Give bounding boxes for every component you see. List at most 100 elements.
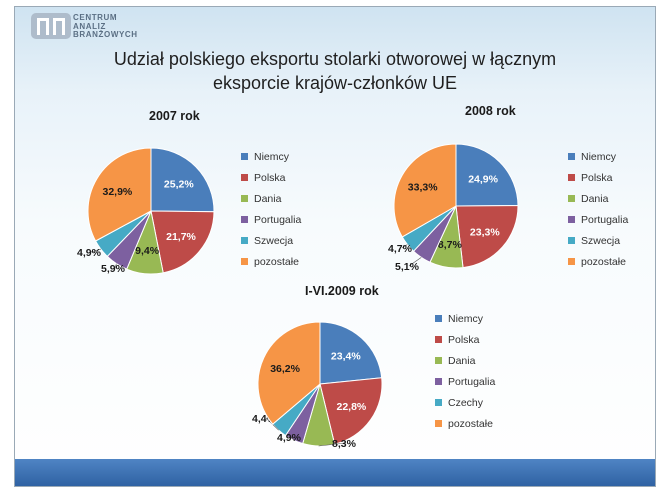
legend-swatch — [435, 378, 442, 385]
legend-swatch — [241, 216, 248, 223]
pie-0-value-label-2: 9,4% — [135, 245, 160, 257]
pie-0-value-label-5: 32,9% — [103, 186, 133, 198]
slide-title: Udział polskiego eksportu stolarki otwor… — [35, 47, 635, 95]
pie-2: 23,4%22,8%8,3%4,9%4,4%36,2% — [252, 321, 383, 450]
legend-label: Polska — [254, 171, 286, 184]
pie-0-value-label-3: 5,9% — [101, 263, 126, 275]
legend-1-item-4: Szwecja — [568, 230, 628, 251]
legend-0-item-4: Szwecja — [241, 230, 301, 251]
legend-2-item-3: Portugalia — [435, 371, 495, 392]
legend-swatch — [435, 420, 442, 427]
pie-2-leader-3 — [290, 436, 295, 441]
pie-1-value-label-4: 4,7% — [388, 243, 413, 255]
legend-swatch — [568, 216, 575, 223]
legend-label: Dania — [448, 354, 476, 367]
legend-0-item-1: Polska — [241, 167, 301, 188]
legend-label: Polska — [448, 333, 480, 346]
pie-0: 25,2% 21,7% 9,4% 5,9% 4,9% 32,9% — [77, 147, 215, 275]
slide-title-line-2: eksporcie krajów-członków UE — [212, 73, 458, 93]
legend-1-item-3: Portugalia — [568, 209, 628, 230]
legend-2009: Niemcy Polska Dania Portugalia Czechy pozosta… — [435, 308, 495, 434]
footer-bar — [15, 459, 655, 486]
chart-title-2009: I-VI.2009 rok — [305, 284, 379, 298]
legend-2-item-0: Niemcy — [435, 308, 495, 329]
pie-2-value-label-3: 4,9% — [277, 432, 302, 444]
legend-label: Portugalia — [581, 213, 629, 226]
legend-0-item-2: Dania — [241, 188, 301, 209]
pie-1-leader-3 — [408, 257, 422, 267]
chart-title-2008: 2008 rok — [465, 104, 516, 118]
legend-2-item-2: Dania — [435, 350, 495, 371]
legend-2-item-4: Czechy — [435, 392, 495, 413]
pie-0-leader-3 — [114, 263, 117, 269]
legend-swatch — [435, 399, 442, 406]
pie-2-leader-2 — [318, 442, 347, 447]
legend-2007: Niemcy Polska Dania Portugalia Szwecja pozost… — [241, 146, 301, 272]
pie-2-value-label-0: 23,4% — [331, 351, 361, 363]
pie-1-slice-0 — [455, 143, 519, 207]
legend-1-item-5: pozostałe — [568, 251, 628, 272]
legend-swatch — [568, 258, 575, 265]
legend-label: pozostałe — [581, 255, 626, 268]
logo-line-1: CENTRUM — [73, 13, 118, 22]
legend-swatch — [435, 357, 442, 364]
pie-0-slice-5 — [87, 147, 152, 242]
legend-label: Niemcy — [448, 312, 484, 325]
pie-2-value-label-1: 22,8% — [337, 401, 367, 413]
pie-0-value-label-1: 21,7% — [166, 231, 196, 243]
legend-label: pozostałe — [254, 255, 299, 268]
logo: CENTRUM ANALIZ BRANŻOWYCH — [31, 11, 181, 45]
legend-swatch — [241, 237, 248, 244]
pie-1-value-label-2: 8,7% — [438, 239, 463, 251]
pie-0-value-label-4: 4,9% — [77, 247, 102, 259]
pie-2-slice-5 — [257, 321, 321, 425]
chart-title-2007: 2007 rok — [149, 109, 200, 123]
pie-0-leader-4 — [90, 248, 101, 253]
logo-line-3: BRANŻOWYCH — [73, 30, 138, 39]
legend-swatch — [241, 195, 248, 202]
legend-swatch — [568, 195, 575, 202]
pie-2-slice-0 — [319, 321, 383, 385]
legend-swatch — [568, 153, 575, 160]
pie-0-slice-0 — [150, 147, 215, 213]
legend-label: Szwecja — [254, 234, 294, 247]
slide: CENTRUM ANALIZ BRANŻOWYCH Udział polskie… — [14, 6, 656, 487]
pie-1-slice-1 — [455, 205, 519, 269]
legend-1-item-0: Niemcy — [568, 146, 628, 167]
legend-swatch — [568, 237, 575, 244]
legend-swatch — [435, 315, 442, 322]
legend-1-item-2: Dania — [568, 188, 628, 209]
pie-2-value-label-5: 36,2% — [270, 363, 300, 375]
legend-2-item-5: pozostałe — [435, 413, 495, 434]
legend-swatch — [241, 153, 248, 160]
legend-label: pozostałe — [448, 417, 493, 430]
pie-1-value-label-5: 33,3% — [408, 182, 438, 194]
pie-2-slice-1 — [319, 377, 383, 445]
legend-swatch — [241, 258, 248, 265]
pie-2-value-label-2: 8,3% — [332, 438, 357, 450]
legend-0-item-3: Portugalia — [241, 209, 301, 230]
legend-0-item-5: pozostałe — [241, 251, 301, 272]
slide-title-line-1: Udział polskiego eksportu stolarki otwor… — [113, 49, 557, 69]
pie-1-leader-4 — [401, 244, 408, 249]
logo-line-2: ANALIZ — [73, 21, 106, 31]
legend-swatch — [568, 174, 575, 181]
pie-0-value-label-0: 25,2% — [164, 179, 194, 191]
legend-label: Portugalia — [254, 213, 302, 226]
legend-2-item-1: Polska — [435, 329, 495, 350]
legend-swatch — [241, 174, 248, 181]
pie-0-slice-1 — [150, 210, 215, 274]
legend-label: Polska — [581, 171, 613, 184]
legend-1-item-1: Polska — [568, 167, 628, 188]
legend-label: Dania — [581, 192, 609, 205]
pie-1-slice-5 — [393, 143, 457, 238]
legend-label: Dania — [254, 192, 282, 205]
legend-label: Niemcy — [254, 150, 290, 163]
logo-badge-icon — [31, 13, 71, 39]
legend-0-item-0: Niemcy — [241, 146, 301, 167]
logo-text: CENTRUM ANALIZ BRANŻOWYCH — [73, 13, 138, 40]
legend-label: Szwecja — [581, 234, 621, 247]
legend-label: Niemcy — [581, 150, 617, 163]
legend-swatch — [435, 336, 442, 343]
pie-1-value-label-0: 24,9% — [468, 174, 498, 186]
